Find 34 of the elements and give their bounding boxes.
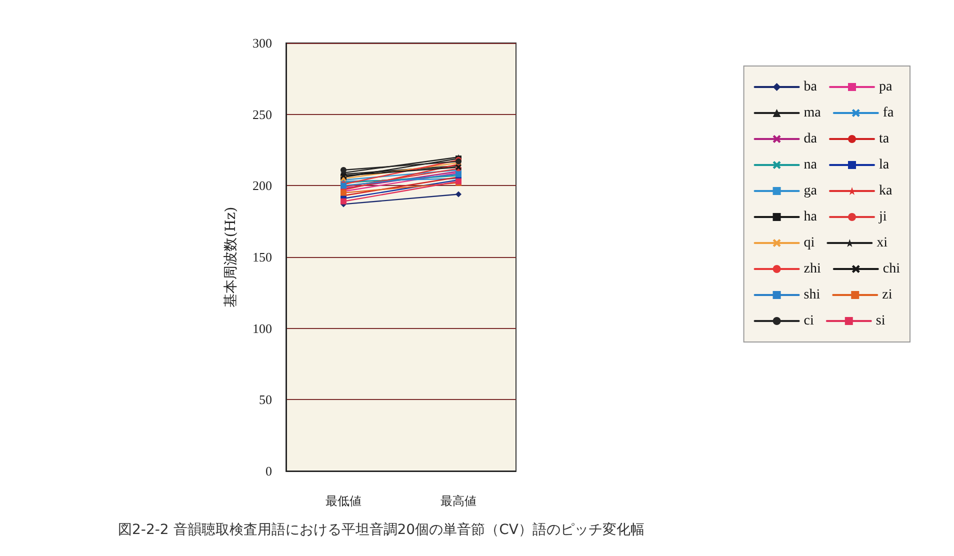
y-tick-label: 200 [252,178,272,194]
y-tick-label: 100 [252,320,272,336]
legend-label: ha [804,210,818,224]
legend-label: ga [804,184,818,198]
legend-label: si [876,314,886,328]
point [456,191,462,198]
legend-label: ma [804,106,822,120]
legend-label: shi [804,288,820,302]
text: 図2-2-2 音韻聴取検査用語における平坦音調20個の単音節（CV）語のピッチ変化幅 [118,522,644,538]
legend-label: ba [804,80,818,94]
y-tick-label: 50 [259,392,272,408]
legend-label: ci [804,314,814,328]
legend-label: xi [876,236,888,250]
legend-label: da [804,132,818,146]
point [340,198,346,204]
legend-label: ta [879,132,890,146]
legend-label: zhi [804,262,822,276]
y-tick-label: 300 [252,36,272,50]
legend-label: pa [879,80,894,94]
legend-label: na [804,158,818,172]
legend-label: fa [882,106,895,120]
y-axis-title: 基本周波数(Hz) [223,206,239,308]
legend-label: ka [879,184,894,198]
legend-label: zi [882,288,892,302]
point [340,166,346,173]
legend-label: chi [882,262,900,276]
legend-label: qi [804,236,815,250]
legend-label: la [879,158,890,172]
legend-label: ji [878,210,887,224]
y-tick-label: 150 [252,250,272,264]
x-tick-label: 最高値 [440,494,476,508]
x-tick-label: 最低値 [326,494,362,508]
y-tick-label: 0 [266,464,272,478]
y-tick-label: 250 [252,106,272,122]
